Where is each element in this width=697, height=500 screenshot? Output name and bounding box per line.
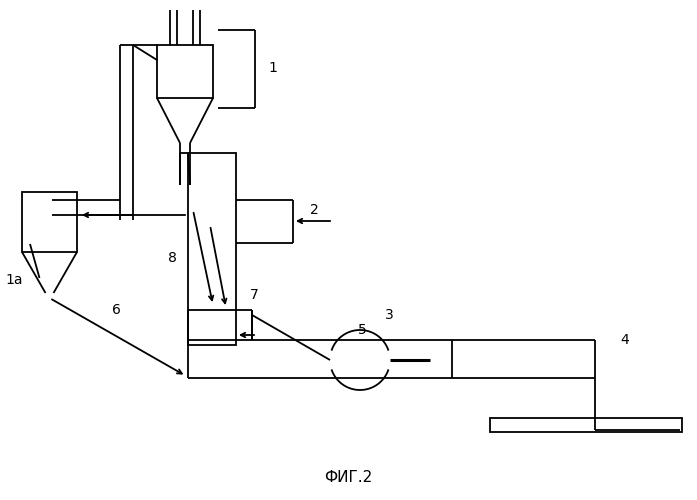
Bar [490, 418, 682, 432]
Text: 4: 4 [620, 333, 629, 347]
Bar [157, 45, 213, 98]
Text: 8: 8 [168, 251, 177, 265]
Text: 3: 3 [385, 308, 394, 322]
Text: 5: 5 [358, 323, 367, 337]
Text: ФИГ.2: ФИГ.2 [324, 470, 372, 486]
Text: 6: 6 [112, 303, 121, 317]
Text: 7: 7 [250, 288, 259, 302]
Text: 1: 1 [268, 61, 277, 75]
Bar [22, 192, 77, 252]
Text: 1a: 1a [5, 273, 22, 287]
Bar [188, 153, 236, 345]
Text: 2: 2 [310, 203, 319, 217]
